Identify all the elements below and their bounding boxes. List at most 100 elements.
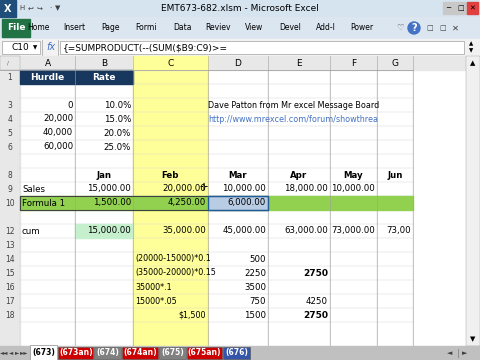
Text: (674an): (674an) (123, 348, 157, 357)
Text: fx: fx (47, 42, 56, 53)
Bar (0, 0, 480, 17)
Text: cum: cum (22, 226, 41, 235)
Text: □: □ (440, 25, 446, 31)
Text: ✕: ✕ (469, 5, 475, 11)
Bar (0, 56, 466, 70)
Text: 3500: 3500 (244, 283, 266, 292)
Bar (268, 196, 330, 210)
Text: Page: Page (101, 23, 119, 32)
Bar (75, 70, 133, 84)
Text: Home: Home (27, 23, 49, 32)
Bar (0, 0, 16, 17)
Bar (58, 347, 94, 359)
Text: |: | (456, 348, 459, 357)
Text: Apr: Apr (290, 171, 308, 180)
Text: 20.0%: 20.0% (104, 129, 131, 138)
Text: ►: ► (15, 351, 19, 356)
Text: 15.0%: 15.0% (104, 114, 131, 123)
Text: 10.0%: 10.0% (104, 100, 131, 109)
Bar (0, 39, 480, 56)
Text: ✕: ✕ (452, 23, 458, 32)
Text: 3: 3 (8, 100, 12, 109)
Text: Insert: Insert (63, 23, 85, 32)
Text: F: F (351, 58, 356, 68)
Text: ▼: ▼ (470, 336, 476, 342)
Bar (95, 347, 121, 359)
Text: ?: ? (411, 23, 417, 33)
Text: B: B (101, 58, 107, 68)
Text: (676): (676) (225, 348, 248, 357)
Text: 8: 8 (8, 171, 12, 180)
Text: 9: 9 (8, 184, 12, 194)
Text: 6: 6 (8, 143, 12, 152)
Text: 20,000.00: 20,000.00 (162, 184, 206, 194)
Text: Sales: Sales (22, 184, 45, 194)
Text: Feb: Feb (162, 171, 179, 180)
Text: Reviev: Reviev (205, 23, 231, 32)
Text: 63,000.00: 63,000.00 (284, 226, 328, 235)
Text: X: X (4, 4, 12, 13)
Text: 15,000.00: 15,000.00 (87, 184, 131, 194)
Text: ►: ► (462, 350, 468, 356)
Text: 16: 16 (5, 283, 15, 292)
Text: 45,000.00: 45,000.00 (222, 226, 266, 235)
Text: 17: 17 (5, 297, 15, 306)
Bar (30, 345, 57, 360)
Text: 15,000.00: 15,000.00 (87, 226, 131, 235)
Text: 35,000.00: 35,000.00 (162, 226, 206, 235)
Bar (0, 56, 20, 346)
Text: ✛: ✛ (200, 182, 208, 192)
Bar (75, 224, 133, 238)
Text: ►►: ►► (20, 351, 28, 356)
Bar (377, 196, 413, 210)
Text: ▼: ▼ (469, 48, 473, 53)
Bar (208, 196, 268, 210)
Text: H: H (19, 5, 24, 12)
Text: 12: 12 (5, 226, 15, 235)
Text: C10: C10 (12, 43, 30, 52)
Text: (675): (675) (161, 348, 184, 357)
Text: ▼: ▼ (55, 5, 60, 12)
Bar (0, 346, 480, 360)
Text: 2750: 2750 (303, 269, 328, 278)
Bar (60, 41, 464, 54)
Bar (330, 196, 377, 210)
Text: (673): (673) (32, 348, 55, 357)
Bar (2, 19, 30, 37)
Bar (0, 56, 480, 346)
Bar (455, 2, 466, 14)
Text: 13: 13 (5, 240, 15, 249)
Text: ♡: ♡ (396, 23, 404, 32)
Text: ↩: ↩ (28, 5, 34, 12)
Text: 2750: 2750 (303, 310, 328, 320)
Text: 750: 750 (250, 297, 266, 306)
Text: (35000-20000)*0.15: (35000-20000)*0.15 (135, 269, 216, 278)
Bar (443, 2, 454, 14)
Text: Power: Power (350, 23, 373, 32)
Text: Data: Data (173, 23, 191, 32)
Text: ↪: ↪ (37, 5, 43, 12)
Bar (466, 56, 480, 346)
Text: 0: 0 (68, 100, 73, 109)
Text: 5: 5 (8, 129, 12, 138)
Text: ◄: ◄ (9, 351, 13, 356)
Text: C: C (168, 58, 174, 68)
Text: ▲: ▲ (470, 60, 476, 66)
Text: http://www.mrexcel.com/forum/showthrea: http://www.mrexcel.com/forum/showthrea (208, 114, 378, 123)
Text: Dave Patton from Mr excel Message Board: Dave Patton from Mr excel Message Board (208, 100, 379, 109)
Bar (122, 347, 158, 359)
Text: □: □ (427, 25, 433, 31)
Text: EMT673-682.xlsm - Microsoft Excel: EMT673-682.xlsm - Microsoft Excel (161, 4, 319, 13)
Text: Jan: Jan (96, 171, 111, 180)
Text: 10,000.00: 10,000.00 (222, 184, 266, 194)
Bar (159, 347, 186, 359)
Text: Jun: Jun (387, 171, 403, 180)
Text: ·: · (49, 5, 51, 12)
Text: 4,250.00: 4,250.00 (168, 198, 206, 207)
Text: Formula 1: Formula 1 (22, 198, 65, 207)
Text: 1: 1 (8, 72, 12, 81)
Bar (208, 196, 268, 210)
Text: View: View (245, 23, 263, 32)
Bar (20, 196, 268, 210)
Text: 60,000: 60,000 (43, 143, 73, 152)
